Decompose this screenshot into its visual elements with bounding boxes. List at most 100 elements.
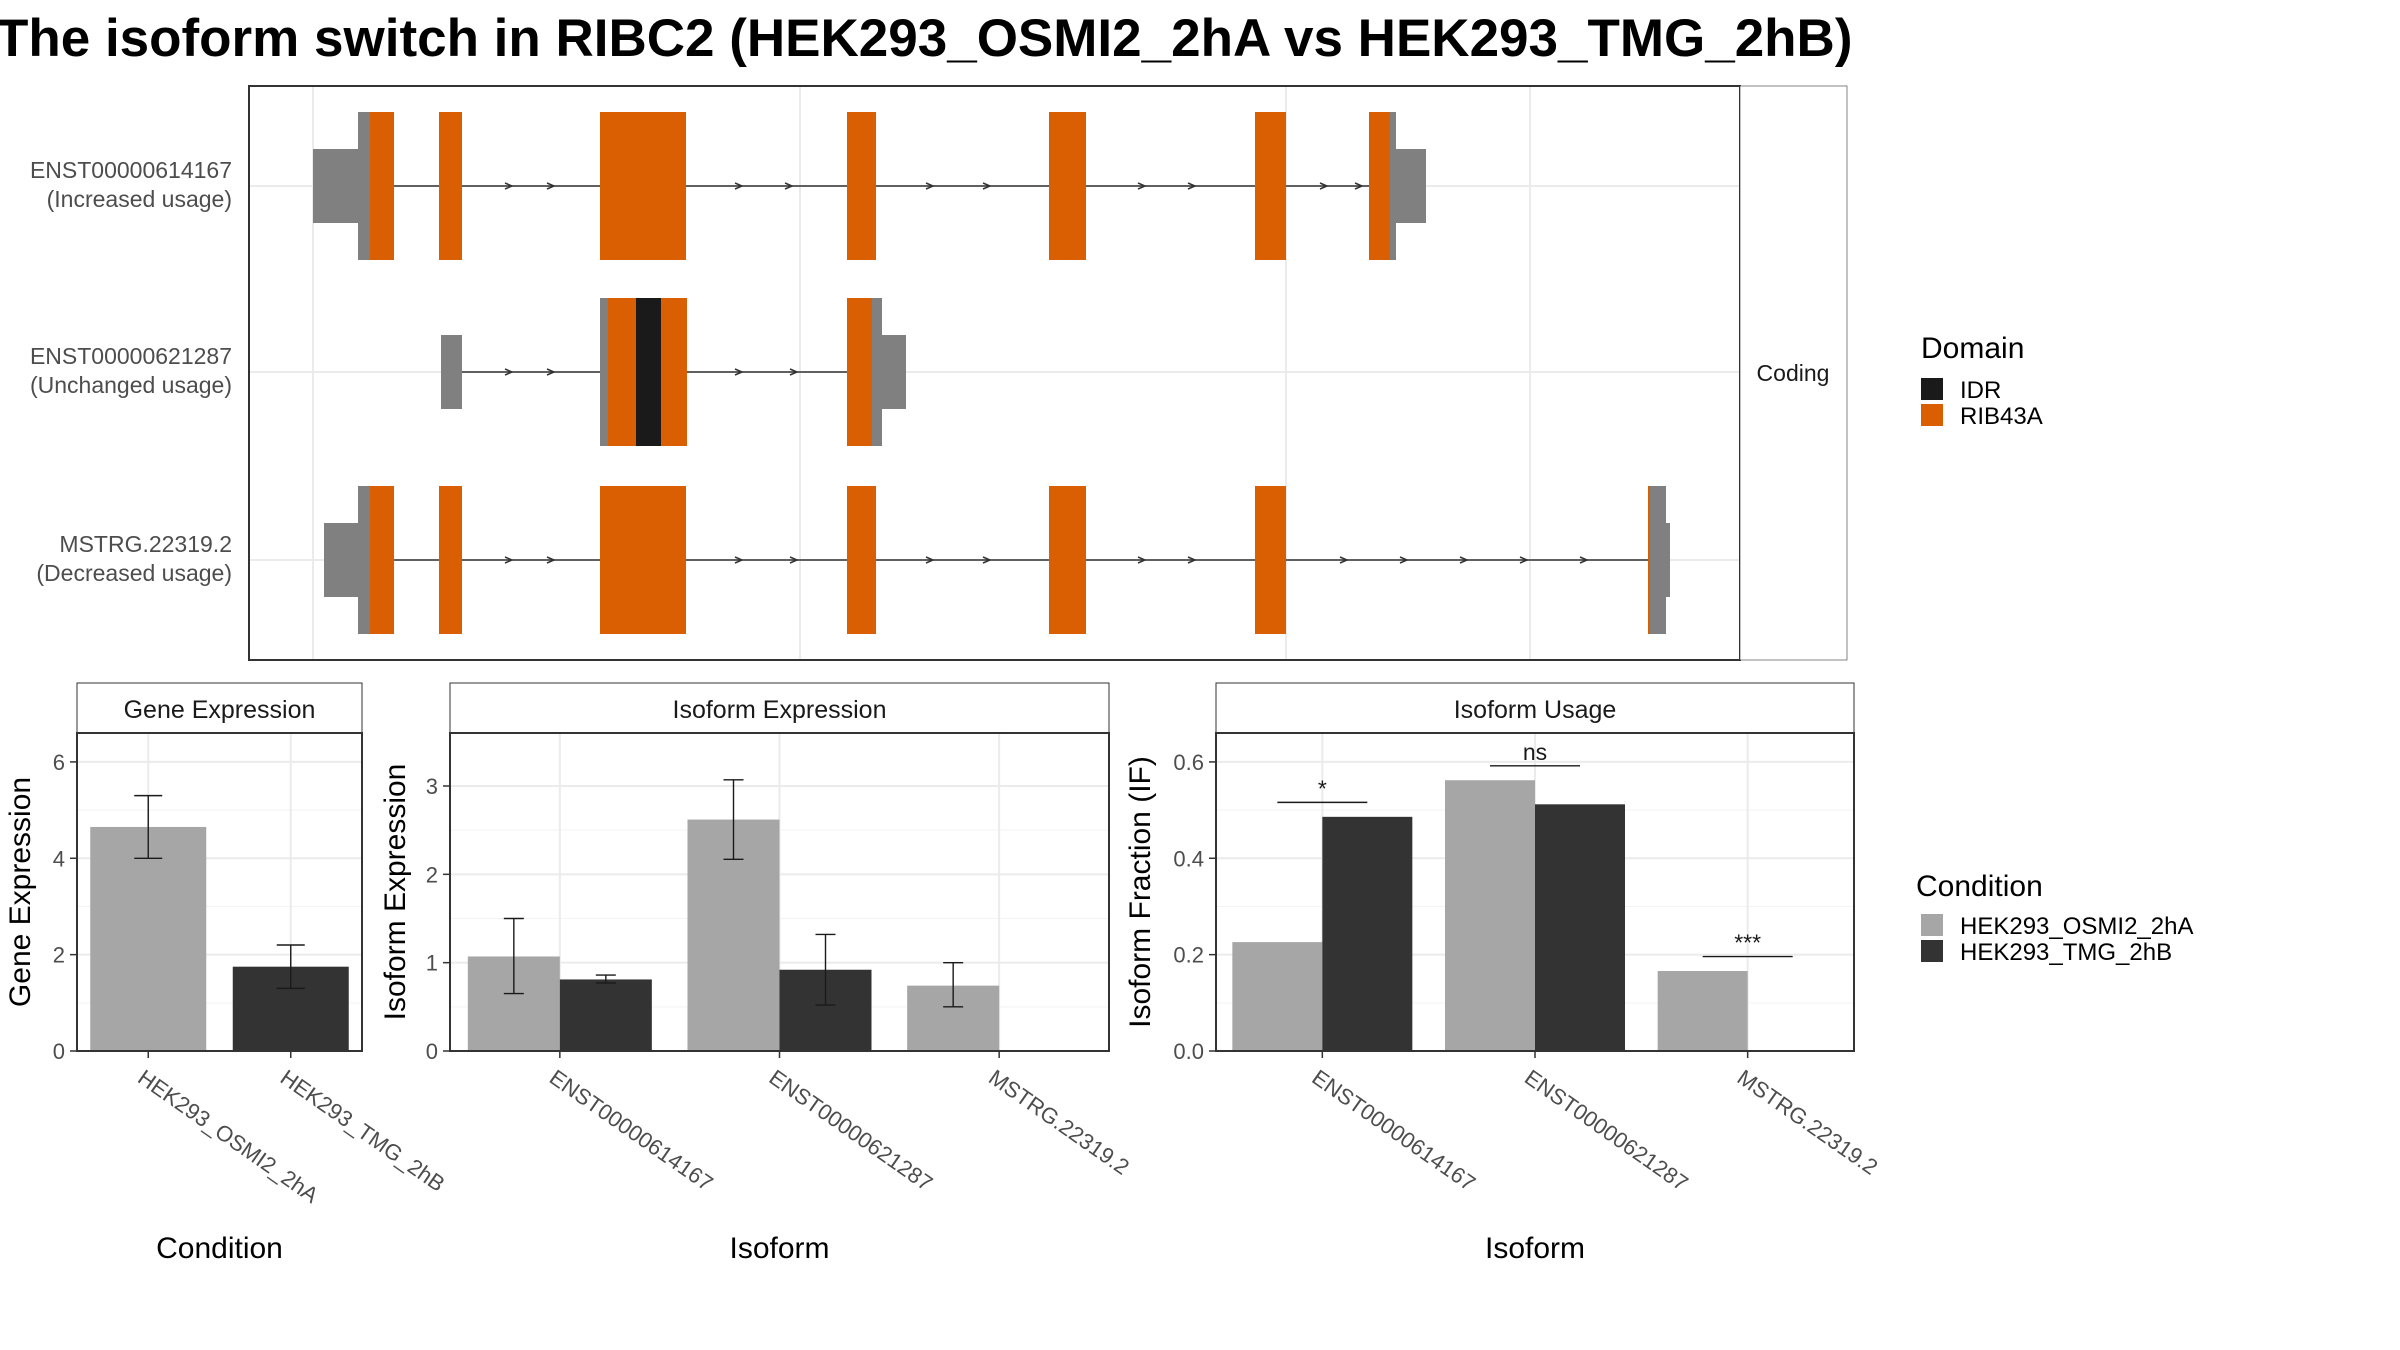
x-axis-title: Isoform	[729, 1232, 829, 1265]
y-tick-label: 0.6	[1173, 750, 1204, 775]
intron-arrow	[982, 182, 992, 190]
figure-title: The isoform switch in RIBC2 (HEK293_OSMI…	[0, 9, 1852, 68]
bar	[1657, 971, 1748, 1051]
domain-legend-label: RIB43A	[1960, 403, 2043, 430]
condition-legend-swatch	[1921, 940, 1943, 962]
intron-arrow	[1519, 556, 1529, 564]
x-tick-label: ENST00000621287	[765, 1065, 938, 1196]
intron-arrow	[734, 182, 744, 190]
intron-arrow	[1339, 556, 1349, 564]
transcript-status-label: (Unchanged usage)	[30, 372, 232, 398]
y-tick-label: 4	[53, 846, 65, 871]
bar	[559, 979, 652, 1051]
x-tick-label: ENST00000621287	[1520, 1065, 1693, 1196]
significance-label: ns	[1523, 739, 1547, 765]
intron-arrow	[789, 368, 799, 376]
exon-cds-rib43a	[370, 112, 394, 260]
panel-strip	[76, 682, 363, 734]
y-axis-title: Isoform Fraction (IF)	[1124, 756, 1157, 1028]
y-tick-label: 0	[426, 1039, 438, 1064]
transcript-status-label: (Increased usage)	[47, 186, 232, 212]
y-tick-label: 2	[426, 862, 438, 887]
exon-cds-rib43a	[847, 112, 876, 260]
intron-arrow	[1399, 556, 1409, 564]
y-tick-label: 0.0	[1173, 1039, 1204, 1064]
y-tick-label: 3	[426, 774, 438, 799]
condition-legend-label: HEK293_OSMI2_2hA	[1960, 913, 2193, 940]
exon-cds-rib43a	[1255, 112, 1286, 260]
bar	[1232, 942, 1323, 1051]
exon-utr	[1390, 112, 1396, 260]
exon-utr	[1650, 486, 1666, 634]
exon-utr	[600, 298, 610, 446]
intron-arrow	[925, 556, 935, 564]
intron-arrow	[789, 556, 799, 564]
panel-title: Gene Expression	[124, 696, 316, 724]
bar	[90, 826, 207, 1051]
panel-border	[76, 732, 363, 1052]
exon-cds-rib43a	[370, 486, 394, 634]
exon-cds-rib43a	[1255, 486, 1286, 634]
bar	[1535, 804, 1625, 1051]
exon-utr	[872, 298, 882, 446]
intron-arrow	[734, 368, 744, 376]
x-tick-label: MSTRG.22319.2	[1733, 1065, 1883, 1180]
intron-arrow	[546, 556, 556, 564]
transcript-id-label: MSTRG.22319.2	[59, 531, 232, 557]
exon-utr	[1664, 523, 1670, 597]
domain-legend-swatch	[1921, 404, 1943, 426]
exon-cds-rib43a	[1049, 112, 1086, 260]
exon-cds-rib43a	[847, 298, 874, 446]
exon-utr	[324, 523, 360, 597]
exon-utr	[441, 335, 462, 409]
x-tick-label: ENST00000614167	[545, 1065, 718, 1196]
intron-arrow	[982, 556, 992, 564]
exon-cds-rib43a	[847, 486, 876, 634]
intron-arrow	[734, 556, 744, 564]
condition-legend-swatch	[1921, 914, 1943, 936]
y-tick-label: 2	[53, 943, 65, 968]
transcript-structure-panel: ENST00000614167 (Increased usage) ENST0000…	[30, 85, 1848, 661]
y-tick-label: 0	[53, 1039, 65, 1064]
transcript-id-label: ENST00000621287	[30, 343, 232, 369]
x-axis-title: Condition	[156, 1232, 283, 1265]
exon-utr	[358, 486, 372, 634]
exon-cds-rib43a	[608, 298, 636, 446]
intron-arrow	[1319, 182, 1329, 190]
intron-arrow	[1187, 182, 1197, 190]
exon-cds-rib43a	[439, 486, 462, 634]
bar	[1445, 780, 1535, 1051]
exon-cds-rib43a	[661, 298, 687, 446]
panel-title: Isoform Usage	[1454, 696, 1617, 724]
intron-arrow	[1459, 556, 1469, 564]
transcript-status-label: (Decreased usage)	[36, 560, 232, 586]
x-tick-label: ENST00000614167	[1307, 1065, 1480, 1196]
y-tick-label: 0.2	[1173, 943, 1204, 968]
transcript-id-label: ENST00000614167	[30, 157, 232, 183]
domain-legend-swatch	[1921, 378, 1943, 400]
panel-title: Isoform Expression	[673, 696, 887, 724]
y-axis-title: Gene Expression	[4, 777, 37, 1007]
facet-strip	[1739, 85, 1848, 661]
domain-legend-title: Domain	[1921, 332, 2024, 365]
y-tick-label: 6	[53, 750, 65, 775]
exon-utr	[880, 335, 906, 409]
bar	[1322, 816, 1413, 1051]
y-axis-title: Isoform Expression	[379, 764, 412, 1021]
exon-cds-rib43a	[1369, 112, 1392, 260]
exon-idr	[636, 298, 661, 446]
intron-arrow	[546, 182, 556, 190]
exon-cds-rib43a	[600, 112, 686, 260]
domain-legend-label: IDR	[1960, 377, 2001, 404]
intron-arrow	[1354, 182, 1364, 190]
intron-arrow	[1137, 556, 1147, 564]
significance-label: *	[1318, 775, 1327, 801]
intron-arrow	[784, 182, 794, 190]
intron-arrow	[504, 368, 514, 376]
x-tick-label: MSTRG.22319.2	[984, 1065, 1134, 1180]
intron-arrow	[504, 556, 514, 564]
panel-strip	[449, 682, 1110, 734]
